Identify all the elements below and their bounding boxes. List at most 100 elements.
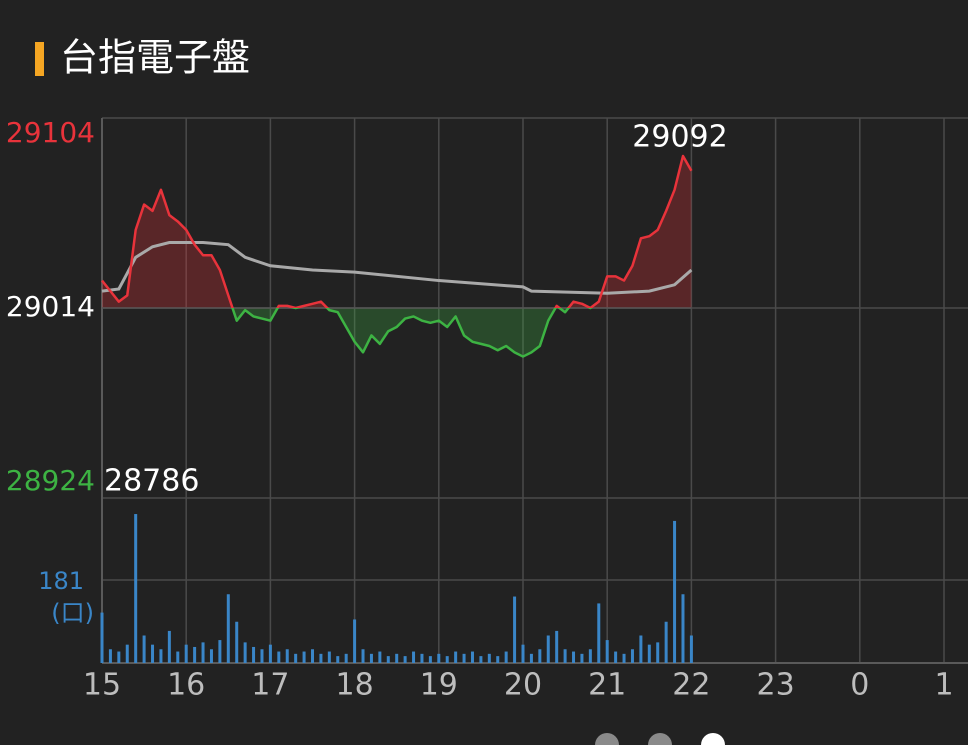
x-tick-label: 18 — [336, 668, 374, 703]
volume-bar — [167, 630, 171, 663]
volume-bar — [412, 651, 416, 663]
volume-bar — [209, 649, 213, 663]
volume-bar — [580, 653, 584, 663]
average-line — [101, 241, 693, 295]
volume-bar — [639, 635, 643, 663]
volume-bar — [193, 646, 197, 663]
price-area — [102, 308, 692, 357]
x-tick-label: 1 — [934, 668, 953, 703]
x-tick-label: 17 — [251, 668, 289, 703]
volume-bar — [353, 619, 357, 663]
volume-bar — [428, 656, 432, 663]
volume-bar — [100, 612, 104, 663]
volume-bar — [235, 621, 239, 663]
volume-bar — [176, 651, 180, 663]
high-label: 29092 — [632, 120, 727, 155]
x-tick-label: 20 — [504, 668, 542, 703]
volume-bar — [521, 644, 525, 663]
volume-bar — [605, 640, 609, 663]
volume-bar — [656, 642, 660, 663]
volume-bar — [277, 651, 281, 663]
volume-bar — [134, 514, 138, 663]
volume-bar — [327, 651, 331, 663]
volume-bar — [361, 649, 365, 663]
volume-bar — [344, 653, 348, 663]
volume-bar — [108, 649, 112, 663]
volume-bar — [201, 642, 205, 663]
volume-bar — [529, 653, 533, 663]
volume-bar — [336, 656, 340, 663]
volume-bar — [546, 635, 550, 663]
volume-bar — [218, 640, 222, 663]
volume-bar — [395, 653, 399, 663]
price-line — [101, 154, 693, 308]
x-tick-label: 21 — [588, 668, 626, 703]
volume-bar — [462, 653, 466, 663]
volume-bar — [647, 644, 651, 663]
price-line — [231, 308, 593, 358]
volume-bar — [125, 644, 129, 663]
volume-bar — [142, 635, 146, 663]
chart-title: 台指電子盤 — [60, 36, 250, 80]
volume-bar — [681, 594, 685, 663]
volume-bar — [504, 651, 508, 663]
volume-bar — [454, 651, 458, 663]
volume-bar — [689, 635, 693, 663]
volume-bar — [159, 649, 163, 663]
volume-bar — [496, 656, 500, 663]
y-tick-label: 28924 — [6, 464, 95, 497]
volume-bar — [664, 621, 668, 663]
volume-bar — [294, 653, 298, 663]
volume-bar — [260, 649, 264, 663]
volume-bar — [285, 649, 289, 663]
page-dot[interactable] — [648, 733, 672, 745]
x-tick-label: 22 — [672, 668, 710, 703]
volume-bar — [319, 653, 323, 663]
volume-bar — [445, 656, 449, 663]
volume-bar — [302, 651, 306, 663]
page-dot[interactable] — [701, 733, 725, 745]
volume-bar — [555, 630, 559, 663]
volume-bar — [268, 644, 272, 663]
volume-bar — [252, 646, 256, 663]
volume-bar — [151, 644, 155, 663]
x-tick-label: 0 — [850, 668, 869, 703]
volume-bar — [479, 656, 483, 663]
volume-bar — [614, 651, 618, 663]
volume-bar — [630, 649, 634, 663]
volume-bar — [513, 596, 517, 663]
volume-bar — [386, 656, 390, 663]
volume-bar — [311, 649, 314, 663]
volume-bar — [403, 656, 407, 663]
x-tick-label: 19 — [420, 668, 458, 703]
volume-bar — [243, 642, 247, 663]
volume-bar — [588, 649, 592, 663]
title-marker — [35, 42, 44, 76]
y-tick-label: 29014 — [6, 290, 95, 323]
volume-bar — [420, 653, 424, 663]
volume-tick-label: 181 — [38, 567, 84, 595]
volume-bar — [369, 653, 373, 663]
y-tick-label: 29104 — [6, 116, 95, 149]
volume-bar — [437, 653, 441, 663]
volume-bar — [184, 644, 188, 663]
volume-bar — [378, 651, 382, 663]
volume-bar — [117, 651, 121, 663]
x-tick-label: 16 — [167, 668, 205, 703]
volume-bar — [622, 653, 626, 663]
volume-bar — [470, 651, 474, 663]
x-tick-label: 23 — [757, 668, 795, 703]
page-dot[interactable] — [595, 733, 619, 745]
volume-bar — [226, 594, 230, 663]
volume-bar — [563, 649, 567, 663]
volume-bar — [673, 520, 677, 663]
volume-bar — [597, 603, 601, 663]
volume-bar — [538, 649, 542, 663]
volume-bar — [487, 653, 491, 663]
volume-unit: (口) — [51, 599, 94, 627]
low-label: 28786 — [104, 464, 199, 499]
volume-bar — [572, 651, 576, 663]
x-tick-label: 15 — [83, 668, 121, 703]
